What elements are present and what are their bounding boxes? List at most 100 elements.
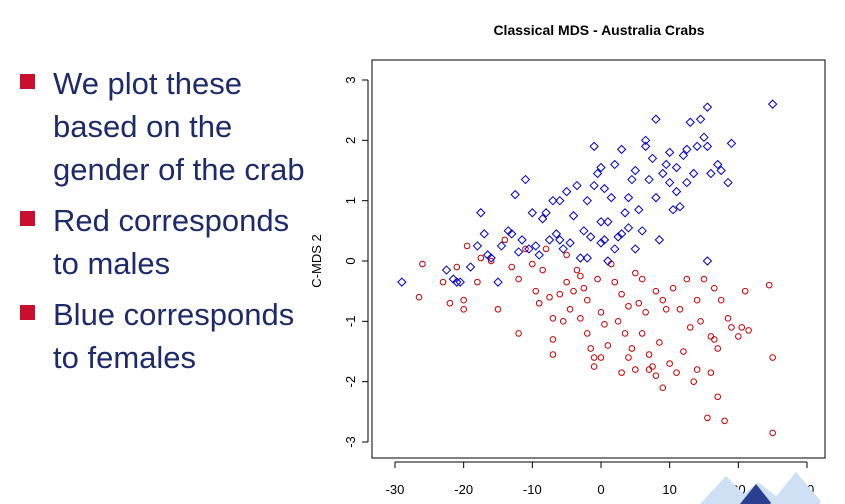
y-axis-title: C-MDS 2 [309, 234, 324, 287]
data-point-male [439, 278, 447, 286]
data-point-male [453, 263, 461, 271]
data-point-male [707, 369, 715, 376]
data-point-male [549, 351, 557, 358]
data-point-male [546, 293, 553, 301]
data-point-male [563, 251, 570, 259]
data-point-female [551, 229, 562, 239]
data-point-female [493, 277, 503, 287]
data-point-female [706, 168, 716, 179]
data-point-male [656, 339, 663, 346]
data-point-male [604, 342, 612, 349]
data-point-male [700, 275, 708, 283]
data-point-male [632, 366, 639, 373]
data-point-female [579, 226, 589, 236]
data-point-male [690, 378, 698, 385]
data-point-female [675, 201, 685, 212]
data-point-male [532, 287, 540, 295]
data-point-male [724, 315, 732, 322]
x-tick-label: 10 [662, 482, 676, 497]
data-point-male [583, 330, 591, 337]
y-tick-label: -3 [343, 436, 358, 448]
data-point-female [610, 159, 620, 170]
data-point-male [711, 336, 718, 343]
data-point-female [582, 195, 592, 206]
bullet-text: Red corresponds to males [53, 203, 290, 281]
data-point-female [482, 250, 493, 260]
data-point-male [577, 315, 584, 322]
data-point-female [702, 141, 713, 152]
data-point-female [723, 177, 733, 188]
data-point-male [728, 324, 735, 331]
data-point-female [630, 165, 641, 176]
data-point-female [592, 168, 603, 179]
data-point-female [678, 150, 689, 161]
data-point-male [711, 284, 718, 292]
data-point-male [659, 384, 667, 392]
data-point-female [661, 159, 671, 170]
data-point-male [628, 345, 636, 352]
data-point-female [651, 192, 661, 203]
data-point-female [510, 189, 520, 200]
bullet-item-2: Red corresponds to males [20, 199, 320, 285]
data-point-male [549, 315, 557, 322]
data-point-male [693, 366, 701, 373]
plot-frame [371, 59, 826, 459]
data-point-male [522, 245, 529, 253]
data-point-male [669, 284, 677, 292]
data-point-male [745, 327, 752, 334]
data-point-male [597, 354, 605, 361]
data-point-female [613, 232, 623, 242]
data-point-female [441, 265, 452, 275]
x-tick-label: -30 [386, 482, 405, 497]
data-point-male [487, 257, 495, 265]
data-point-female [713, 159, 723, 170]
y-tick-label: 3 [343, 76, 358, 83]
data-point-male [683, 275, 691, 283]
data-point-female [616, 144, 627, 155]
data-point-male [741, 287, 749, 295]
data-point-female [568, 211, 579, 221]
data-point-male [515, 275, 522, 283]
data-point-male [642, 308, 649, 316]
data-point-male [717, 296, 725, 304]
data-point-female [682, 144, 692, 155]
data-point-male [769, 429, 776, 437]
data-point-female [544, 235, 555, 245]
data-point-female [479, 229, 489, 239]
data-point-female [486, 253, 496, 263]
data-point-male [542, 245, 550, 253]
data-point-female [695, 114, 706, 124]
data-point-male [738, 324, 746, 331]
data-point-female [640, 135, 651, 146]
y-tick-label: 1 [343, 197, 358, 204]
bullet-text: We plot these based on the gender of the… [53, 66, 305, 187]
data-point-male [463, 242, 471, 250]
x-tick-label: -10 [523, 482, 542, 497]
data-point-male [676, 305, 684, 313]
data-point-male [477, 254, 485, 262]
data-point-female [685, 117, 695, 127]
data-point-female [688, 168, 699, 179]
data-point-male [446, 299, 454, 307]
data-point-male [714, 393, 722, 401]
data-point-male [460, 305, 467, 313]
data-point-male [419, 260, 426, 268]
bullet-square-icon [20, 74, 35, 89]
data-point-male [566, 305, 574, 313]
data-point-female [520, 174, 531, 185]
data-point-female [620, 208, 630, 218]
data-point-female [524, 244, 534, 254]
bullet-text: Blue corresponds to females [53, 297, 295, 375]
data-point-female [517, 235, 527, 245]
data-point-female [537, 214, 548, 224]
data-point-male [590, 354, 598, 361]
data-point-male [529, 260, 536, 268]
data-point-female [726, 138, 737, 149]
data-point-male [508, 263, 516, 271]
data-point-male [680, 348, 687, 355]
data-point-male [721, 417, 728, 425]
data-point-male [515, 330, 522, 337]
data-point-female [623, 223, 634, 233]
data-point-female [572, 180, 582, 191]
data-point-female [589, 141, 599, 152]
